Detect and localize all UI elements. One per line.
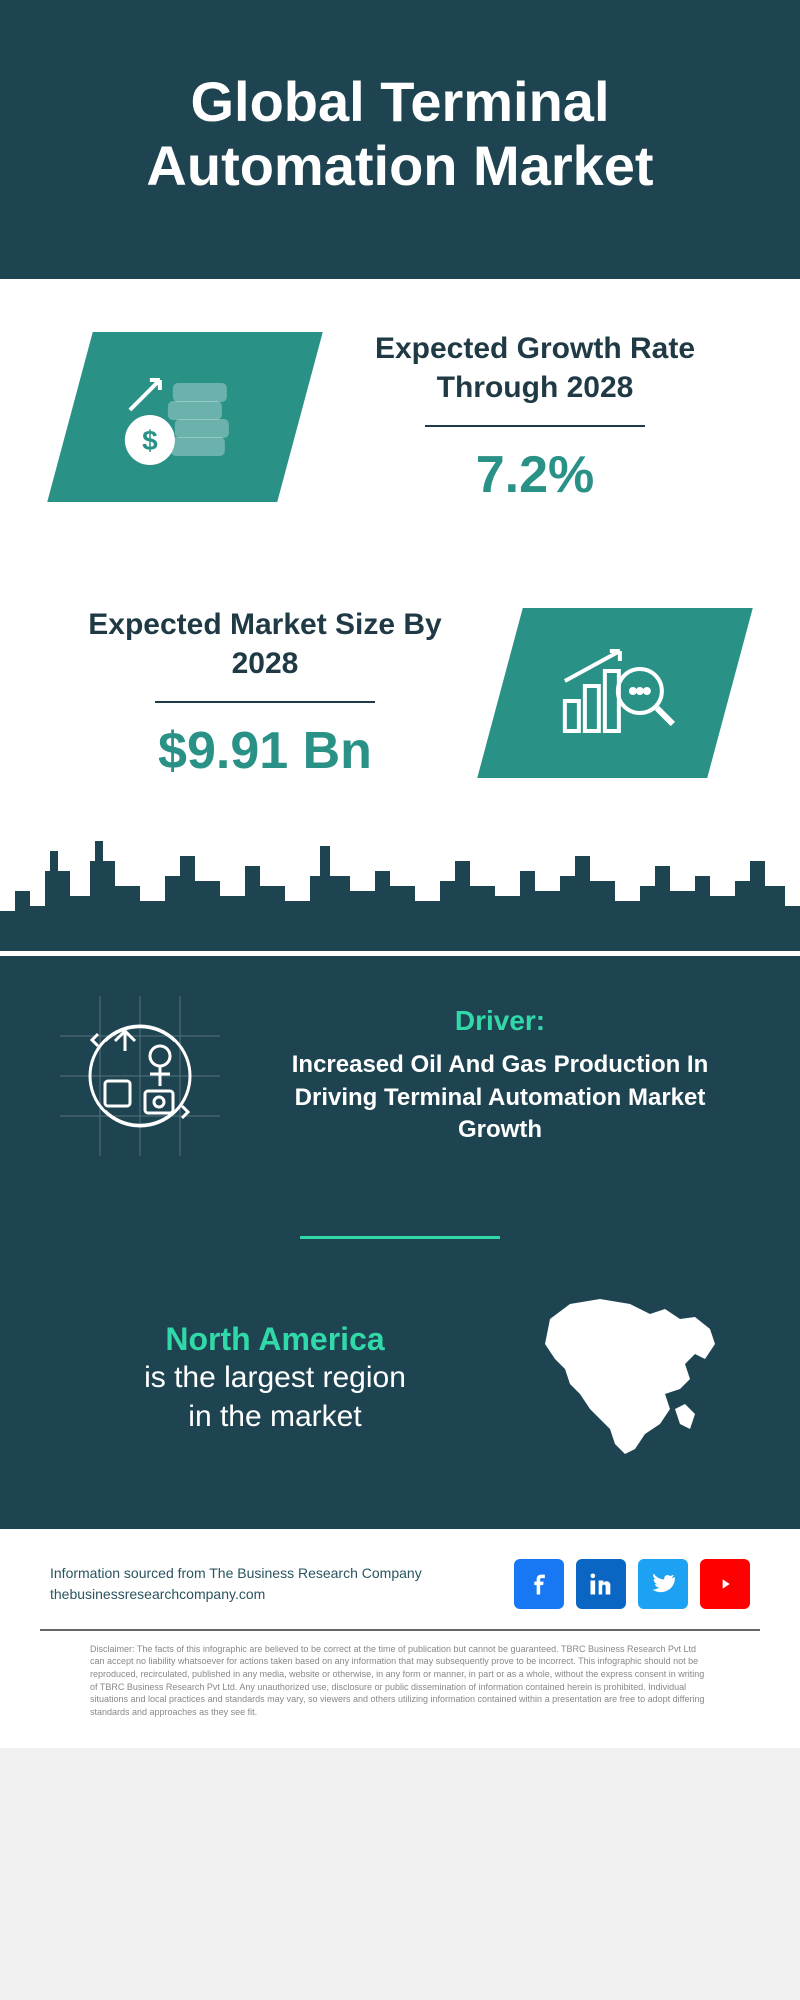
region-block: North America is the largest region in t…	[0, 1269, 800, 1529]
driver-block: Driver: Increased Oil And Gas Production…	[0, 956, 800, 1206]
header-title: Global Terminal Automation Market	[40, 70, 760, 199]
youtube-icon[interactable]	[700, 1559, 750, 1609]
region-text: North America is the largest region in t…	[60, 1321, 490, 1436]
driver-label: Driver:	[260, 1005, 740, 1037]
infographic-container: Global Terminal Automation Market $	[0, 0, 800, 1748]
stat-growth-label: Expected Growth Rate Through 2028	[340, 329, 730, 407]
facebook-icon[interactable]	[514, 1559, 564, 1609]
driver-desc: Increased Oil And Gas Production In Driv…	[260, 1049, 740, 1146]
dark-section: Driver: Increased Oil And Gas Production…	[0, 956, 800, 1529]
chart-magnify-icon	[545, 630, 685, 755]
skyline-graphic	[0, 831, 800, 951]
icon-panel-market	[477, 608, 753, 778]
region-desc-1: is the largest region	[60, 1358, 490, 1397]
stat-market-value: $9.91 Bn	[70, 721, 460, 781]
money-growth-icon: $	[115, 354, 255, 479]
stat-growth-rate: $ Expected Growth Rate Through 2028 7.2%	[0, 279, 800, 555]
footer-info-line2: thebusinessresearchcompany.com	[50, 1584, 422, 1605]
footer-info: Information sourced from The Business Re…	[50, 1563, 422, 1605]
region-highlight: North America	[60, 1321, 490, 1358]
divider	[425, 425, 645, 427]
stat-market-text: Expected Market Size By 2028 $9.91 Bn	[70, 605, 460, 781]
svg-text:$: $	[142, 424, 158, 455]
driver-icon	[60, 996, 220, 1156]
north-america-map-icon	[520, 1289, 740, 1469]
twitter-icon[interactable]	[638, 1559, 688, 1609]
icon-panel-growth: $	[47, 332, 323, 502]
disclaimer: Disclaimer: The facts of this infographi…	[40, 1629, 760, 1749]
linkedin-icon[interactable]	[576, 1559, 626, 1609]
header: Global Terminal Automation Market	[0, 0, 800, 279]
driver-text: Driver: Increased Oil And Gas Production…	[260, 1005, 740, 1146]
separator-line	[300, 1236, 500, 1239]
social-icons	[514, 1559, 750, 1609]
stat-market-label: Expected Market Size By 2028	[70, 605, 460, 683]
footer: Information sourced from The Business Re…	[0, 1529, 800, 1629]
divider	[155, 701, 375, 703]
footer-info-line1: Information sourced from The Business Re…	[50, 1563, 422, 1584]
stat-market-size: Expected Market Size By 2028 $9.91 Bn	[0, 555, 800, 831]
region-desc-2: in the market	[60, 1397, 490, 1436]
stat-growth-value: 7.2%	[340, 445, 730, 505]
stat-growth-text: Expected Growth Rate Through 2028 7.2%	[340, 329, 730, 505]
